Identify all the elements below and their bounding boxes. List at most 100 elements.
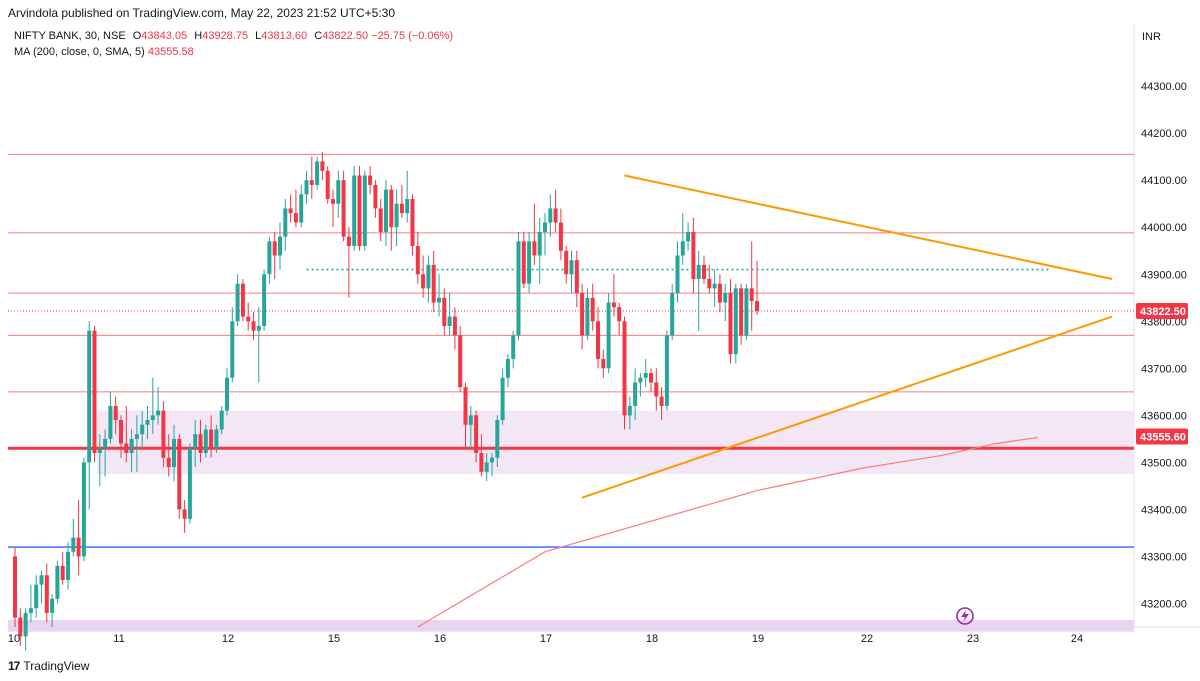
candle — [442, 288, 447, 336]
candle-body — [495, 420, 500, 458]
candle-body — [521, 241, 526, 284]
price-axis[interactable]: 43200.00 43300.00 43400.00 43500.00 43600.00… — [1141, 81, 1187, 610]
candle-body — [246, 316, 251, 322]
candle-body — [71, 537, 76, 552]
candle — [293, 189, 298, 228]
candle — [362, 170, 367, 251]
tradingview-logo-icon: 17 — [8, 659, 20, 673]
candle — [617, 302, 622, 336]
publish-info: Arvindola published on TradingView.com, … — [8, 6, 396, 20]
candle-body — [749, 288, 754, 302]
candle — [596, 307, 600, 369]
candle-body — [203, 429, 208, 453]
time-tick-label: 19 — [752, 633, 764, 645]
candle-body — [60, 565, 65, 580]
candle-body — [670, 293, 675, 336]
candle — [240, 278, 245, 322]
candle — [670, 283, 675, 341]
candle-body — [601, 358, 606, 369]
time-tick-label: 12 — [222, 633, 234, 645]
candle-body — [272, 241, 277, 256]
candle-body — [431, 264, 436, 303]
candle — [166, 434, 171, 477]
candle — [553, 189, 558, 232]
candle — [463, 382, 468, 449]
candle-body — [251, 321, 256, 331]
candle — [156, 387, 161, 425]
candle-body — [320, 161, 325, 171]
candle — [755, 260, 759, 315]
candle-body — [537, 231, 542, 256]
candle — [686, 222, 691, 251]
candle — [87, 321, 92, 510]
support-zone — [97, 410, 1134, 475]
candle-body — [166, 457, 171, 468]
trendlines-layer — [581, 174, 1113, 499]
time-tick-label: 15 — [328, 633, 340, 645]
time-axis[interactable]: 10 11 12 15 16 17 18 19 22 23 24 — [8, 633, 1083, 645]
candle — [309, 156, 314, 200]
ma-price-badge-bg — [1136, 428, 1188, 445]
candle — [113, 396, 118, 435]
candle — [527, 231, 532, 294]
candle — [691, 217, 696, 294]
candle — [278, 222, 282, 270]
candle — [71, 518, 76, 557]
candle — [431, 250, 436, 312]
footer-brand[interactable]: 17 TradingView — [8, 659, 89, 673]
candle — [399, 184, 404, 218]
candle — [511, 330, 516, 369]
candle — [124, 405, 129, 463]
candle — [558, 208, 563, 261]
candle — [267, 236, 272, 284]
candle — [627, 396, 632, 430]
candle-body — [230, 321, 235, 378]
chart-zones — [8, 410, 1134, 632]
candle-body — [219, 410, 224, 430]
candle-body — [596, 321, 600, 359]
candle-body — [686, 231, 691, 242]
lightning-alert-icon[interactable] — [956, 607, 974, 625]
candle-body — [490, 457, 494, 463]
candle-body — [119, 420, 123, 444]
candle-body — [378, 208, 383, 232]
candle-body — [299, 194, 304, 223]
candle — [262, 269, 267, 331]
time-tick-label: 11 — [113, 633, 124, 645]
candle-body — [315, 161, 320, 185]
candle-body — [283, 208, 288, 237]
candle-body — [463, 387, 468, 425]
candle-body — [373, 184, 378, 209]
candle-body — [723, 293, 728, 303]
candle — [28, 584, 33, 623]
ma-price-badge: 43555.60 — [1136, 428, 1188, 445]
candle — [516, 231, 521, 341]
candle — [564, 246, 569, 284]
candles-layer — [13, 151, 759, 651]
candle-body — [733, 288, 738, 355]
candle-body — [288, 208, 293, 214]
candle-body — [633, 382, 638, 406]
symbol-legend[interactable]: NIFTY BANK, 30, NSE O43843.05 H43928.75 … — [14, 30, 453, 42]
candle — [611, 274, 616, 317]
candle — [140, 410, 145, 449]
candle — [702, 255, 706, 284]
time-tick-label: 23 — [967, 633, 979, 645]
candle-body — [304, 180, 309, 195]
candle — [81, 457, 86, 562]
ma-legend[interactable]: MA (200, close, 0, SMA, 5) 43555.58 — [14, 46, 194, 58]
candle-body — [574, 260, 579, 294]
candle — [214, 424, 219, 453]
candle-body — [606, 302, 611, 369]
candle-body — [664, 335, 669, 406]
candle — [484, 452, 489, 482]
candle-body — [505, 358, 510, 378]
candle-body — [696, 264, 701, 279]
trendline-lower — [581, 315, 1113, 499]
candle-body — [516, 241, 521, 336]
candle-body — [553, 208, 558, 223]
high-value: 43928.75 — [202, 30, 249, 42]
candle-body — [442, 297, 447, 326]
candle — [495, 415, 500, 468]
